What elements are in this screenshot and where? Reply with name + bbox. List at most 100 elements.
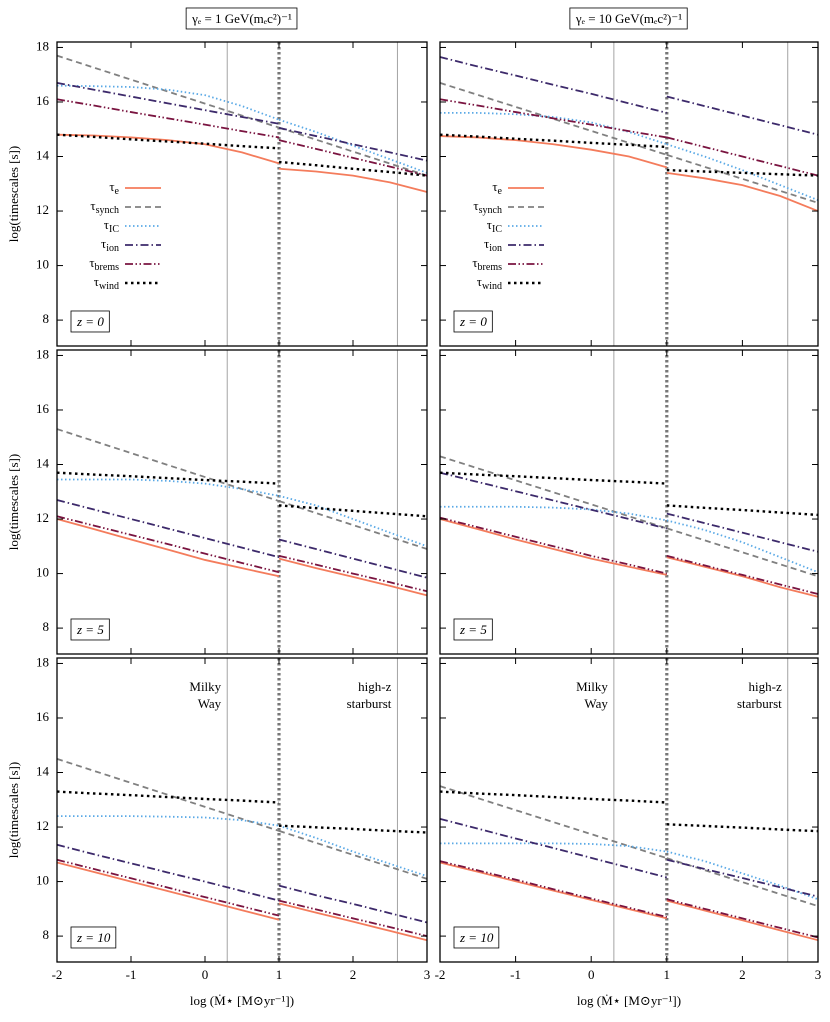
plot-frame [439,41,819,347]
legend-label: τe [492,179,502,197]
annotation: Milky Way [189,679,221,711]
annotation: high-z starburst [347,679,392,711]
x-tick-label: 2 [739,967,746,982]
series-line [56,861,428,942]
legend-label: τbrems [89,255,119,273]
y-tick-label: 10 [36,565,49,580]
legend-label: τbrems [472,255,502,273]
x-tick-label: -1 [510,967,521,982]
x-tick-label: 0 [588,967,595,982]
legend-label: τion [101,236,119,254]
panel-title: γₑ = 1 GeV(mₑc²)⁻¹ [191,11,292,26]
series-line [439,790,819,833]
series-line [56,133,428,193]
legend-label: τIC [487,217,503,235]
panel-title-box [569,7,688,30]
series-line [56,515,428,593]
series-line [56,84,428,174]
x-tick-label: 3 [815,967,822,982]
legend-label: τIC [104,217,120,235]
panel-label-box [453,310,493,333]
legend-label: τsynch [473,198,502,216]
series-line [439,56,819,136]
y-tick-label: 8 [43,311,50,326]
series-line [56,428,428,550]
y-tick-label: 8 [43,619,50,634]
series-line [439,455,819,578]
panel-label: z = 0 [459,314,487,329]
legend-label: τwind [477,274,502,292]
y-axis-label: log(timescales [s]) [6,146,21,242]
y-tick-label: 10 [36,873,49,888]
series-line [56,133,428,177]
panel-label-box [453,926,500,949]
y-tick-label: 8 [43,927,50,942]
series-line [440,842,819,901]
annotation: high-z starburst [737,679,782,711]
series-line [439,471,819,517]
panel-label-box [70,618,110,641]
y-tick-label: 12 [36,818,49,833]
series-line [56,499,428,579]
panel-label-box [70,310,110,333]
panel-label: z = 5 [459,622,487,637]
series-line [56,54,428,177]
series-line [56,471,428,518]
series-line [56,790,428,834]
y-tick-label: 16 [36,709,50,724]
series-line [439,860,819,939]
series-line [439,518,819,598]
series-line [439,817,819,898]
series-line [56,98,428,177]
plot-frame [56,657,428,963]
y-axis-label: log(timescales [s]) [6,762,21,858]
y-tick-label: 14 [36,763,50,778]
plot-frame [56,349,428,655]
legend-label: τe [109,179,119,197]
legend-label: τion [484,236,502,254]
plot-frame [439,657,819,963]
y-tick-label: 18 [36,346,49,361]
y-tick-label: 18 [36,38,49,53]
series-line [56,518,428,597]
x-tick-label: -2 [52,967,63,982]
panel-label: z = 10 [459,930,494,945]
y-axis-label: log(timescales [s]) [6,454,21,550]
x-tick-label: 1 [276,967,283,982]
y-tick-label: 14 [36,147,50,162]
series-line [56,858,428,937]
y-tick-label: 16 [36,93,50,108]
series-line [439,516,819,595]
series-line [439,133,819,177]
series-line [439,82,819,204]
x-axis-label: log (Ṁ⋆ [M⊙yr⁻¹]) [577,993,681,1008]
series-line [439,471,819,553]
y-tick-label: 12 [36,202,49,217]
series-line [439,785,819,907]
panel-label-box [70,926,117,949]
y-tick-label: 14 [36,455,50,470]
series-line [56,82,428,162]
plot-frame [439,349,819,655]
annotation: Milky Way [576,679,608,711]
series-line [57,478,428,548]
panel-label: z = 10 [76,930,111,945]
y-tick-label: 12 [36,510,49,525]
x-tick-label: 1 [664,967,671,982]
series-line [439,861,819,942]
x-axis-label: log (Ṁ⋆ [M⊙yr⁻¹]) [190,993,294,1008]
panel-label: z = 5 [76,622,104,637]
panel-label-box [453,618,493,641]
series-line [56,758,428,880]
panel-label: z = 0 [76,314,104,329]
x-tick-label: 2 [350,967,357,982]
series-line [439,135,819,212]
series-line [439,98,819,177]
panel-title-box [185,7,298,30]
x-tick-label: -1 [126,967,137,982]
y-tick-label: 16 [36,401,50,416]
x-tick-label: 0 [202,967,209,982]
series-line [57,815,428,877]
